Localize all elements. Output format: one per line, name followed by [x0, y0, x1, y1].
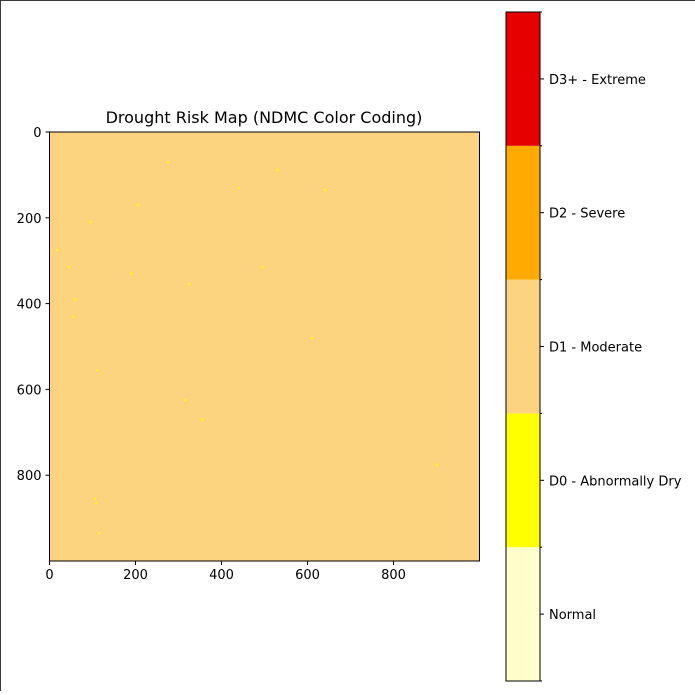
y-tick-label: 0	[33, 126, 41, 141]
colorbar-label: Normal	[549, 608, 596, 623]
x-tick-label: 400	[209, 568, 234, 583]
heatmap-cell-d0	[67, 266, 71, 269]
colorbar: Normal D0 - Abnormally Dry D1 - Moderate D2…	[505, 11, 682, 682]
y-axis: 0 200 400 600 800	[17, 126, 50, 484]
colorbar-label: D0 - Abnormally Dry	[549, 474, 682, 489]
colorbar-segment	[506, 547, 540, 681]
colorbar-segment	[506, 279, 540, 414]
heatmap-background	[49, 132, 480, 561]
y-tick-label: 400	[17, 298, 42, 313]
heatmap-cell-d0	[97, 532, 101, 535]
colorbar-label: D2 - Severe	[549, 207, 625, 222]
plot-frame	[49, 131, 480, 562]
heatmap-cell-d0	[166, 161, 169, 164]
heatmap-cell-d0	[276, 168, 279, 171]
colorbar-label: D1 - Moderate	[549, 341, 642, 356]
heatmap-cell-d0	[188, 283, 191, 286]
heatmap-cell-d0	[136, 203, 139, 207]
colorbar-segment	[506, 12, 540, 146]
heatmap-cell-d0	[56, 248, 59, 252]
heatmap-plot	[49, 131, 480, 562]
heatmap-cell-d0	[201, 418, 204, 421]
heatmap-cell-d0	[261, 266, 264, 269]
y-tick-label: 200	[17, 212, 42, 227]
y-tick-label: 800	[17, 469, 42, 484]
colorbar-label: D3+ - Extreme	[549, 73, 646, 88]
heatmap-cell-d0	[237, 186, 240, 189]
heatmap-cell-d0	[323, 188, 326, 192]
heatmap-cell-d0	[95, 369, 98, 372]
heatmap-cell-d0	[310, 336, 313, 340]
colorbar-segment	[506, 145, 540, 280]
heatmap-cell-d0	[93, 497, 96, 500]
heatmap-cell-d0	[130, 272, 133, 275]
colorbar-frame	[505, 11, 541, 682]
x-tick-label: 800	[381, 568, 406, 583]
heatmap-cell-d0	[94, 502, 98, 505]
chart-title: Drought Risk Map (NDMC Color Coding)	[106, 108, 423, 127]
x-tick-label: 600	[295, 568, 320, 583]
heatmap-cell-d0	[89, 221, 92, 224]
y-tick-label: 600	[17, 383, 42, 398]
heatmap-cell-d0	[72, 315, 75, 318]
colorbar-segment	[506, 413, 540, 548]
heatmap-cell-d0	[74, 298, 77, 301]
heatmap-cell-d0	[435, 463, 438, 466]
x-tick-label: 200	[123, 568, 148, 583]
x-tick-label: 0	[45, 568, 53, 583]
heatmap-cell-d0	[183, 399, 187, 402]
x-axis: 0 200 400 600 800	[45, 561, 406, 583]
